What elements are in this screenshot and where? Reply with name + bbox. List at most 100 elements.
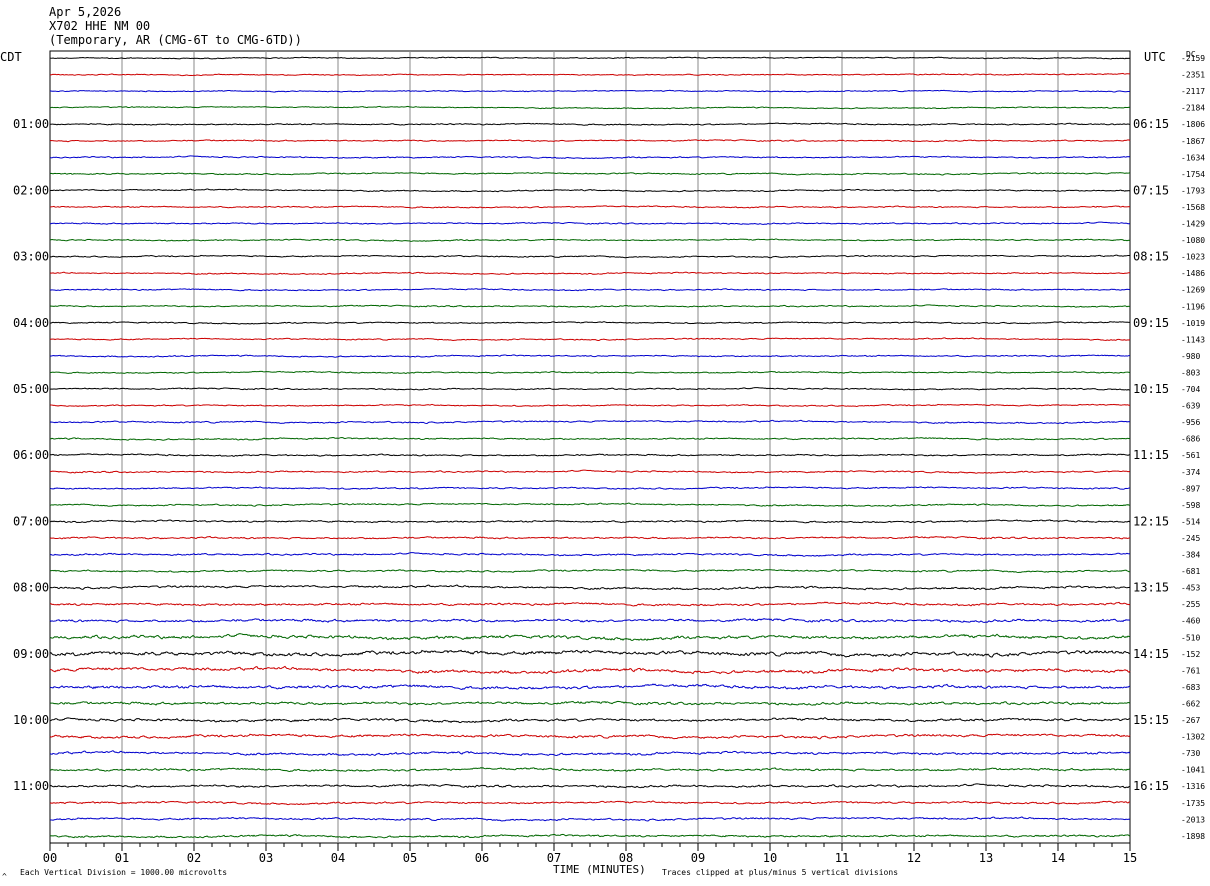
plot-date: Apr 5,2026 <box>49 5 122 19</box>
left-hour-label: 04:00 <box>13 316 49 330</box>
seismic-trace <box>49 469 1131 474</box>
seismic-trace <box>49 750 1131 757</box>
dc-offset-label: -384 <box>1181 551 1200 560</box>
dc-offset-label: -704 <box>1181 385 1200 394</box>
x-tick-label: 11 <box>835 851 849 865</box>
seismic-trace <box>49 833 1131 839</box>
dc-offset-label: -255 <box>1181 600 1200 609</box>
x-tick-label: 03 <box>259 851 273 865</box>
x-axis-label: TIME (MINUTES) <box>553 863 646 876</box>
plot-frame <box>49 50 1131 844</box>
left-hour-label: 11:00 <box>13 779 49 793</box>
seismic-trace <box>49 700 1131 706</box>
seismic-trace <box>49 568 1131 574</box>
seismic-trace <box>49 783 1131 789</box>
right-hour-label: 09:15 <box>1133 316 1169 330</box>
x-tick-label: 12 <box>907 851 921 865</box>
seismic-trace <box>49 453 1131 457</box>
x-tick-label: 14 <box>1051 851 1065 865</box>
seismic-trace <box>49 403 1131 407</box>
dc-offset-label: -1867 <box>1181 137 1205 146</box>
dc-offset-label: -639 <box>1181 402 1200 411</box>
right-hour-label: 13:15 <box>1133 581 1169 595</box>
seismic-trace <box>49 683 1131 690</box>
dc-offset-label: -453 <box>1181 584 1200 593</box>
dc-offset-label: -2184 <box>1181 104 1205 113</box>
x-tick-label: 10 <box>763 851 777 865</box>
left-hour-label: 05:00 <box>13 382 49 396</box>
seismic-trace <box>49 535 1131 540</box>
dc-offset-label: -1634 <box>1181 153 1205 162</box>
seismic-trace <box>49 519 1131 524</box>
seismic-trace <box>49 337 1131 342</box>
left-hour-label: 09:00 <box>13 647 49 661</box>
seismic-trace <box>49 816 1131 822</box>
left-hour-label: 01:00 <box>13 117 49 131</box>
x-tick-label: 04 <box>331 851 345 865</box>
seismic-trace <box>49 419 1131 425</box>
x-tick-label: 00 <box>43 851 57 865</box>
dc-offset-label: -2351 <box>1181 71 1205 80</box>
seismic-trace <box>49 370 1131 374</box>
corner-mark: ^ <box>2 872 7 881</box>
left-hour-label: 06:00 <box>13 448 49 462</box>
seismic-trace <box>49 354 1131 358</box>
left-hour-label: 02:00 <box>13 183 49 197</box>
dc-offset-label: -897 <box>1181 484 1200 493</box>
right-hour-label: 08:15 <box>1133 250 1169 264</box>
dc-offset-label: -598 <box>1181 501 1200 510</box>
right-hour-label: 06:15 <box>1133 117 1169 131</box>
seismic-trace <box>49 502 1131 507</box>
seismic-trace <box>49 633 1131 641</box>
dc-offset-label: -1429 <box>1181 220 1205 229</box>
left-hour-label: 08:00 <box>13 581 49 595</box>
seismic-trace <box>49 238 1131 242</box>
seismic-trace <box>49 287 1131 292</box>
seismic-trace <box>49 304 1131 308</box>
dc-offset-label: -1019 <box>1181 319 1205 328</box>
seismic-trace <box>49 56 1131 60</box>
dc-offset-label: -152 <box>1181 650 1200 659</box>
seismic-trace <box>49 617 1131 623</box>
dc-offset-label: -514 <box>1181 517 1200 526</box>
station-description: (Temporary, AR (CMG-6T to CMG-6TD)) <box>49 33 302 47</box>
left-hour-label: 07:00 <box>13 514 49 528</box>
dc-offset-label: -1486 <box>1181 269 1205 278</box>
seismic-trace <box>49 139 1131 143</box>
dc-offset-label: -1793 <box>1181 186 1205 195</box>
seismic-trace <box>49 205 1131 209</box>
right-hour-label: 11:15 <box>1133 448 1169 462</box>
x-tick-label: 07 <box>547 851 561 865</box>
seismic-trace <box>49 89 1131 93</box>
x-tick-label: 15 <box>1123 851 1137 865</box>
x-tick-label: 02 <box>187 851 201 865</box>
dc-offset-label: -2159 <box>1181 54 1205 63</box>
right-hour-label: 10:15 <box>1133 382 1169 396</box>
dc-offset-label: -1041 <box>1181 766 1205 775</box>
x-tick-label: 05 <box>403 851 417 865</box>
x-tick-label: 06 <box>475 851 489 865</box>
dc-offset-label: -1568 <box>1181 203 1205 212</box>
dc-offset-label: -1302 <box>1181 733 1205 742</box>
dc-offset-label: -1269 <box>1181 286 1205 295</box>
x-tick-label: 09 <box>691 851 705 865</box>
right-timezone-label: UTC <box>1144 50 1166 64</box>
dc-offset-label: -2013 <box>1181 815 1205 824</box>
right-hour-label: 12:15 <box>1133 514 1169 528</box>
dc-offset-label: -1143 <box>1181 335 1205 344</box>
seismic-trace <box>49 105 1131 110</box>
x-tick-label: 08 <box>619 851 633 865</box>
left-hour-label: 10:00 <box>13 713 49 727</box>
dc-offset-label: -730 <box>1181 749 1200 758</box>
seismic-trace <box>49 172 1131 176</box>
dc-offset-label: -374 <box>1181 468 1200 477</box>
scale-note: Each Vertical Division = 1000.00 microvo… <box>20 868 228 877</box>
seismic-trace <box>49 387 1131 391</box>
clip-note: Traces clipped at plus/minus 5 vertical … <box>662 868 899 877</box>
seismic-trace <box>49 665 1131 675</box>
dc-offset-label: -267 <box>1181 716 1200 725</box>
dc-offset-label: -681 <box>1181 567 1200 576</box>
dc-offset-label: -1023 <box>1181 253 1205 262</box>
seismic-trace <box>49 601 1131 607</box>
dc-offset-label: -686 <box>1181 435 1200 444</box>
